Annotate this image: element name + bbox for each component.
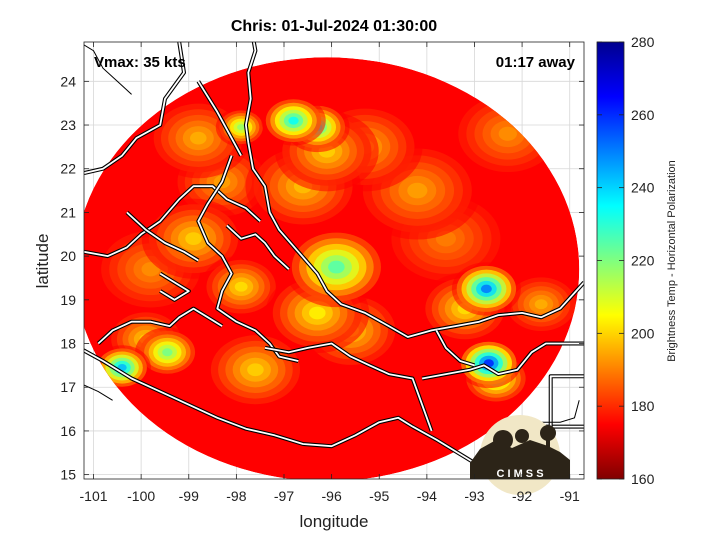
y-tick-label: 17 <box>60 379 76 395</box>
outer-coastline <box>84 384 113 401</box>
colorbar-tick-label: 220 <box>631 253 655 269</box>
cold-core-ring <box>185 232 202 246</box>
y-tick-label: 15 <box>60 467 76 483</box>
border-outline <box>197 80 242 157</box>
y-tick-label: 19 <box>60 292 76 308</box>
border-outline <box>126 211 199 262</box>
y-tick-label: 18 <box>60 336 76 352</box>
cold-core-ring <box>141 262 160 277</box>
cimss-logo: C I M S S <box>470 415 570 495</box>
border-outline <box>421 342 584 380</box>
y-tick-label: 21 <box>60 204 76 220</box>
cimss-logo-text: C I M S S <box>496 468 543 480</box>
x-tick-label: -94 <box>417 488 437 504</box>
chart-title: Chris: 01-Jul-2024 01:30:00 <box>231 18 437 35</box>
cold-core-ring <box>480 284 492 294</box>
x-tick-label: -101 <box>80 488 108 504</box>
x-axis: -101 -100 -99 -98 -97 -96 -95 -94 -93 -92 -91 <box>80 42 580 504</box>
y-tick-label: 24 <box>60 73 76 89</box>
cold-core-ring <box>190 131 207 145</box>
microwave-swath <box>84 57 580 479</box>
y-tick-label: 23 <box>60 117 76 133</box>
colorbar-tick-label: 200 <box>631 325 655 341</box>
colorbar-tick-label: 240 <box>631 180 655 196</box>
cold-core <box>450 89 566 179</box>
border-outline <box>159 272 190 301</box>
colorbar-tick-label: 180 <box>631 398 655 414</box>
x-axis-label: longitude <box>299 512 368 531</box>
cold-core-ring <box>162 348 173 357</box>
x-tick-label: -91 <box>560 488 580 504</box>
cold-core-ring <box>234 281 248 292</box>
time-away-annotation: 01:17 away <box>496 54 576 71</box>
plot-frame <box>83 41 585 480</box>
border-outline <box>197 155 299 362</box>
cold-core-ring <box>498 126 517 141</box>
colorbar-tick-label: 260 <box>631 107 655 123</box>
cold-core-ring <box>534 299 548 310</box>
cold-core-ring <box>309 306 326 320</box>
border-outline <box>84 42 185 174</box>
border-outline <box>84 349 494 476</box>
colorbar-label: Brightness Temp - Horizontal Polarizatio… <box>666 160 678 362</box>
border-outline <box>264 342 433 432</box>
cold-core-ring <box>407 182 428 199</box>
cold-core-ring <box>247 363 264 377</box>
cold-core <box>215 107 267 147</box>
y-tick-label: 16 <box>60 423 76 439</box>
cold-core-ring <box>328 260 345 274</box>
colorbar-ticks: 160 180 200 220 240 260 280 <box>597 34 655 487</box>
colorbar-tick-label: 280 <box>631 34 655 50</box>
cold-core <box>284 226 389 308</box>
border-outline <box>435 329 475 367</box>
x-tick-label: -99 <box>179 488 199 504</box>
x-tick-label: -98 <box>226 488 246 504</box>
x-tick-label: -92 <box>512 488 532 504</box>
swath-field <box>84 57 580 479</box>
y-axis: 15 16 17 18 19 20 21 22 23 24 <box>60 73 584 483</box>
x-tick-label: -100 <box>127 488 155 504</box>
cold-core <box>261 95 326 146</box>
colorbar-tick-label: 160 <box>631 471 655 487</box>
border-outline <box>245 42 584 338</box>
border-outline <box>84 185 261 257</box>
outer-coastline <box>541 400 580 423</box>
outer-coastline <box>84 44 132 95</box>
vmax-annotation: Vmax: 35 kts <box>94 54 186 71</box>
x-tick-label: -93 <box>464 488 484 504</box>
cold-core-ring <box>237 124 246 131</box>
y-tick-label: 22 <box>60 161 76 177</box>
border-outline <box>226 224 290 270</box>
cold-core <box>135 327 200 378</box>
cold-core <box>451 262 521 316</box>
x-tick-label: -96 <box>322 488 342 504</box>
border-outline <box>549 375 584 427</box>
y-tick-label: 20 <box>60 248 76 264</box>
border-outline <box>97 307 223 345</box>
x-tick-label: -97 <box>274 488 294 504</box>
x-tick-label: -95 <box>369 488 389 504</box>
y-axis-label: latitude <box>33 234 52 289</box>
coastlines-borders <box>84 42 584 479</box>
cold-core-ring <box>288 116 299 125</box>
